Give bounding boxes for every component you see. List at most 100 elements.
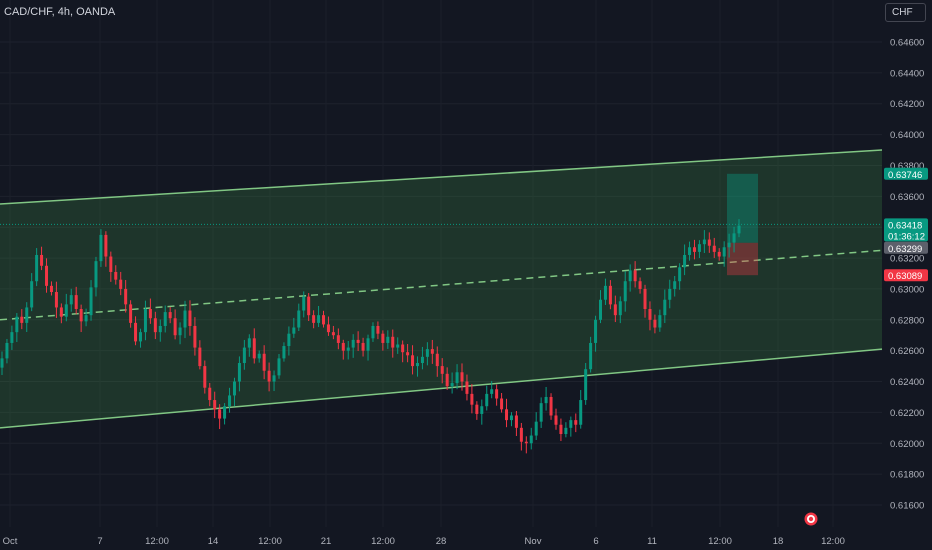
y-tick-label: 0.63200 bbox=[890, 254, 924, 265]
candle-body bbox=[524, 441, 528, 444]
candle-body bbox=[628, 270, 632, 282]
candle-body bbox=[5, 342, 9, 359]
candle-body bbox=[455, 372, 459, 384]
candle-body bbox=[599, 299, 603, 320]
x-tick-label: 11 bbox=[647, 536, 657, 547]
candle-body bbox=[668, 288, 672, 300]
candle-body bbox=[722, 247, 726, 257]
candle-body bbox=[45, 265, 49, 286]
candle-body bbox=[203, 366, 207, 388]
candle-body bbox=[138, 332, 142, 342]
y-tick-label: 0.63600 bbox=[890, 192, 924, 203]
y-tick-label: 0.62200 bbox=[890, 408, 924, 419]
candle-body bbox=[732, 233, 736, 243]
candle-body bbox=[247, 338, 251, 348]
candle-body bbox=[59, 307, 63, 317]
candle-body bbox=[569, 420, 573, 428]
candle-body bbox=[534, 421, 538, 436]
candle-body bbox=[341, 342, 345, 351]
x-tick-label: 21 bbox=[321, 536, 332, 547]
candle-body bbox=[445, 373, 449, 387]
y-tick-label: 0.62600 bbox=[890, 346, 924, 357]
candle-body bbox=[401, 344, 405, 353]
candle-body bbox=[554, 415, 558, 425]
candle-body bbox=[178, 327, 182, 336]
current-price-badge-text: 0.63418 bbox=[888, 220, 922, 231]
long-position-tool[interactable] bbox=[727, 173, 758, 276]
candle-body bbox=[435, 353, 439, 367]
candle-body bbox=[514, 415, 518, 428]
candle-body bbox=[485, 393, 489, 407]
candle-body bbox=[608, 285, 612, 305]
channel-mid-line bbox=[0, 249, 883, 321]
candle-body bbox=[287, 333, 291, 347]
candle-body bbox=[232, 381, 236, 396]
x-tick-label: 12:00 bbox=[145, 536, 169, 547]
candle-body bbox=[673, 281, 677, 289]
candle-body bbox=[292, 327, 296, 334]
candle-body bbox=[574, 420, 578, 425]
candle-body bbox=[371, 325, 375, 339]
grid-lines bbox=[0, 41, 882, 506]
stop-loss-badge-text: 0.63089 bbox=[888, 271, 922, 282]
y-tick-label: 0.63800 bbox=[890, 161, 924, 172]
candle-body bbox=[326, 324, 330, 333]
candle-body bbox=[94, 261, 98, 288]
candle-body bbox=[10, 332, 14, 343]
candle-body bbox=[198, 347, 202, 367]
y-tick-label: 0.62800 bbox=[890, 315, 924, 326]
candle-body bbox=[638, 281, 642, 289]
y-tick-label: 0.64400 bbox=[890, 68, 924, 79]
candle-body bbox=[475, 404, 479, 414]
candle-body bbox=[143, 308, 147, 333]
candle-body bbox=[153, 318, 157, 333]
y-tick-label: 0.64200 bbox=[890, 99, 924, 110]
candle-body bbox=[579, 400, 583, 425]
y-tick-label: 0.64000 bbox=[890, 130, 924, 141]
candle-body bbox=[272, 375, 276, 382]
take-profit-badge: 0.63746 bbox=[884, 167, 928, 181]
candle-body bbox=[361, 342, 365, 351]
y-tick-label: 0.64600 bbox=[890, 38, 924, 49]
candle-body bbox=[331, 332, 335, 336]
candle-body bbox=[183, 310, 187, 328]
candle-body bbox=[282, 346, 286, 359]
candle-body bbox=[396, 344, 400, 348]
time-axis[interactable]: Oct 7 12:00 14 12:00 21 12:00 28 Nov 6 11 12:00 18 12… bbox=[3, 536, 845, 547]
candle-body bbox=[124, 288, 128, 305]
entry-price-badge-bg bbox=[884, 241, 928, 254]
candle-body bbox=[460, 372, 464, 382]
y-tick-label: 0.62000 bbox=[890, 439, 924, 450]
candle-body bbox=[505, 409, 509, 421]
candle-body bbox=[544, 396, 548, 404]
y-tick-label: 0.62400 bbox=[890, 377, 924, 388]
candle-body bbox=[450, 383, 454, 387]
candle-body bbox=[312, 315, 316, 323]
candle-body bbox=[406, 352, 410, 356]
current-price-badge-text: 01:36:12 bbox=[888, 231, 925, 242]
candle-body bbox=[663, 299, 667, 316]
candle-body bbox=[519, 427, 523, 442]
candle-body bbox=[15, 316, 19, 333]
candle-body bbox=[391, 336, 395, 348]
candle-body bbox=[0, 358, 4, 368]
candle-body bbox=[707, 239, 711, 246]
candle-body bbox=[376, 325, 380, 334]
candle-body bbox=[727, 242, 731, 248]
candle-body bbox=[440, 366, 444, 374]
candle-body bbox=[30, 281, 34, 308]
x-tick-label: 7 bbox=[97, 536, 102, 547]
candle-body bbox=[500, 398, 504, 410]
candle-body bbox=[603, 285, 607, 300]
candle-body bbox=[633, 270, 637, 282]
candle-body bbox=[257, 353, 261, 359]
alert-icon[interactable] bbox=[804, 512, 818, 526]
regression-channel bbox=[0, 149, 883, 429]
candle-body bbox=[692, 247, 696, 252]
currency-button[interactable]: CHF bbox=[885, 3, 926, 22]
stop-loss-badge: 0.63089 bbox=[884, 269, 928, 282]
candle-body bbox=[163, 312, 167, 326]
candle-body bbox=[559, 424, 563, 435]
